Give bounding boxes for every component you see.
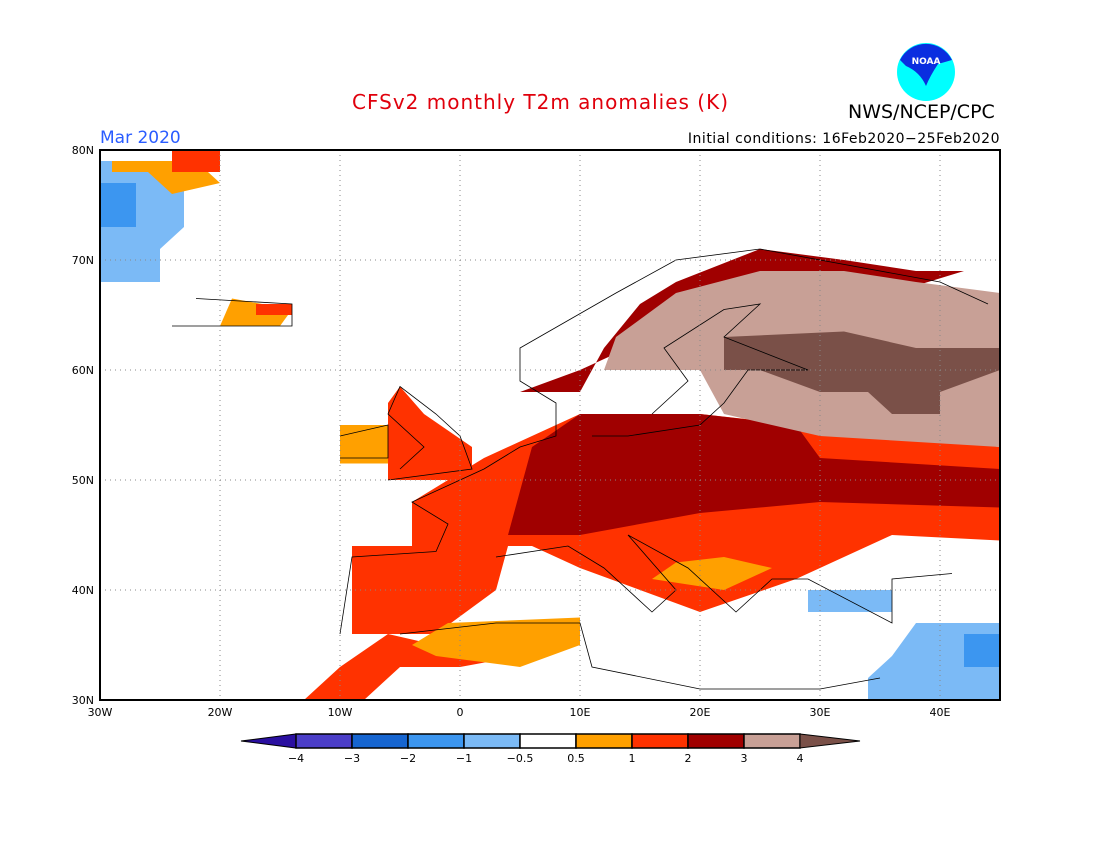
agency-label: NWS/NCEP/CPC (848, 101, 995, 123)
anomaly-region (964, 634, 1000, 667)
svg-text:NOAA: NOAA (912, 57, 941, 67)
colorbar-label: 4 (797, 752, 804, 765)
anomaly-region (340, 425, 388, 464)
anomaly-region (652, 557, 772, 590)
colorbar-label: −0.5 (507, 752, 534, 765)
colorbar-label: 2 (685, 752, 692, 765)
longitude-label: 10E (570, 706, 591, 719)
coastline (339, 248, 989, 635)
colorbar-low-arrow (240, 733, 297, 749)
coastline (495, 534, 953, 624)
latitude-label: 70N (72, 254, 94, 267)
colorbar-segment (687, 733, 745, 749)
coastline (387, 385, 473, 481)
map-frame (99, 149, 1001, 701)
forecast-month: Mar 2020 (100, 128, 181, 148)
colorbar-label: 1 (629, 752, 636, 765)
longitude-label: 20E (690, 706, 711, 719)
coastline (172, 298, 293, 327)
colorbar-segment (743, 733, 801, 749)
noaa-logo-icon: NOAA (897, 43, 955, 101)
longitude-label: 0 (457, 706, 464, 719)
anomaly-region (172, 150, 220, 172)
anomaly-region (256, 304, 292, 315)
anomaly-region (388, 386, 472, 480)
colorbar-segment (351, 733, 409, 749)
latitude-label: 60N (72, 364, 94, 377)
longitude-label: 30W (88, 706, 113, 719)
longitude-label: 40E (930, 706, 951, 719)
colorbar-label: −2 (400, 752, 416, 765)
colorbar-label: −3 (344, 752, 360, 765)
coastline (592, 303, 809, 437)
colorbar-segment (519, 733, 577, 749)
latitude-label: 50N (72, 474, 94, 487)
anomaly-region (508, 414, 1000, 535)
anomaly-region (724, 331, 1000, 414)
longitude-label: 20W (208, 706, 233, 719)
colorbar-label: −4 (288, 752, 304, 765)
longitude-label: 30E (810, 706, 831, 719)
colorbar-segment (463, 733, 521, 749)
colorbar-segment (407, 733, 465, 749)
colorbar-segment (295, 733, 353, 749)
coastline (399, 622, 881, 690)
anomaly-region (100, 183, 136, 227)
figure-title: CFSv2 monthly T2m anomalies (K) (352, 90, 729, 114)
colorbar-label: 0.5 (567, 752, 585, 765)
colorbar-segment (575, 733, 633, 749)
colorbar-label: −1 (456, 752, 472, 765)
latitude-label: 80N (72, 144, 94, 157)
anomaly-region (412, 617, 580, 667)
colorbar-segment (631, 733, 689, 749)
colorbar-high-arrow (799, 733, 861, 749)
latitude-label: 30N (72, 694, 94, 707)
coastline (339, 424, 389, 459)
latitude-label: 40N (72, 584, 94, 597)
initial-conditions: Initial conditions: 16Feb2020−25Feb2020 (687, 131, 1000, 147)
longitude-label: 10W (328, 706, 353, 719)
colorbar-label: 3 (741, 752, 748, 765)
